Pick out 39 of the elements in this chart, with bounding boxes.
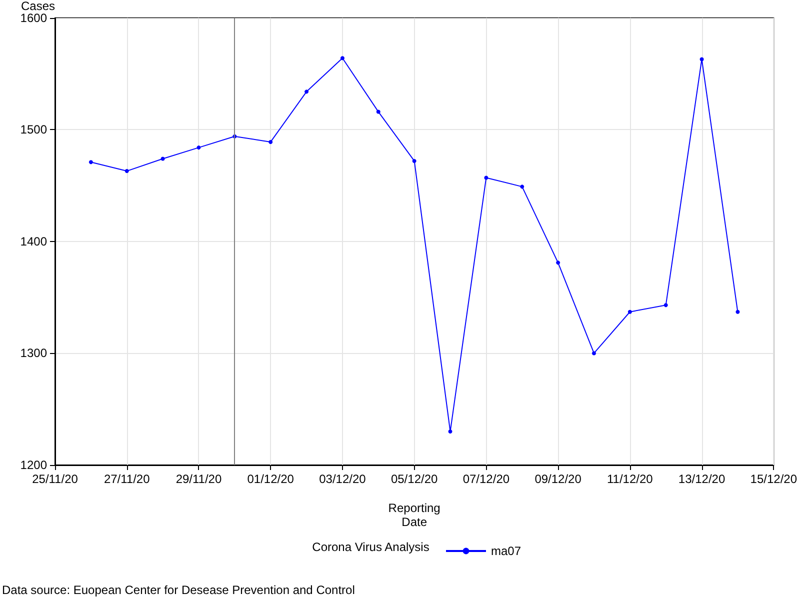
x-tick-label: 29/11/20 xyxy=(176,472,222,486)
x-axis-title: Reporting Date xyxy=(388,501,440,529)
x-tick-label: 13/12/20 xyxy=(678,472,726,486)
point xyxy=(628,310,632,314)
point xyxy=(124,169,129,174)
point xyxy=(412,158,416,163)
x-tick-label: 09/12/20 xyxy=(534,472,582,486)
x-tick-label: 27/11/20 xyxy=(104,472,150,486)
x-tick-label: 03/12/20 xyxy=(319,472,366,486)
y-tick-label: 1500 xyxy=(20,122,48,137)
point xyxy=(340,56,344,60)
point xyxy=(592,351,596,356)
x-tick-label: 11/12/20 xyxy=(607,472,654,486)
point xyxy=(196,146,201,150)
x-tick-label: 05/12/20 xyxy=(390,472,438,486)
point xyxy=(664,303,668,308)
y-tick-label: 1200 xyxy=(20,458,48,472)
x-tick-label: 15/12/20 xyxy=(750,472,798,486)
point xyxy=(556,260,560,265)
y-tick-label: 1600 xyxy=(20,10,48,25)
point xyxy=(448,429,452,434)
point xyxy=(160,156,165,161)
legend-title: Corona Virus Analysis xyxy=(312,540,430,554)
point xyxy=(484,176,488,180)
y-axis-title: Cases xyxy=(20,0,55,13)
point xyxy=(520,184,524,189)
source-note: Data source: Euopean Center for Desease Prevention and Control xyxy=(2,583,355,597)
point xyxy=(268,140,273,144)
point xyxy=(700,57,704,62)
point xyxy=(88,160,93,164)
x-tick-label: 25/11/20 xyxy=(32,472,78,486)
point xyxy=(304,90,309,94)
point xyxy=(376,110,380,114)
x-tick-label: 07/12/20 xyxy=(462,472,510,486)
y-tick-label: 1300 xyxy=(20,346,48,360)
y-tick-label: 1400 xyxy=(20,234,48,248)
point xyxy=(736,310,740,314)
legend-label: ma07 xyxy=(491,544,522,558)
x-tick-label: 01/12/20 xyxy=(247,472,294,486)
